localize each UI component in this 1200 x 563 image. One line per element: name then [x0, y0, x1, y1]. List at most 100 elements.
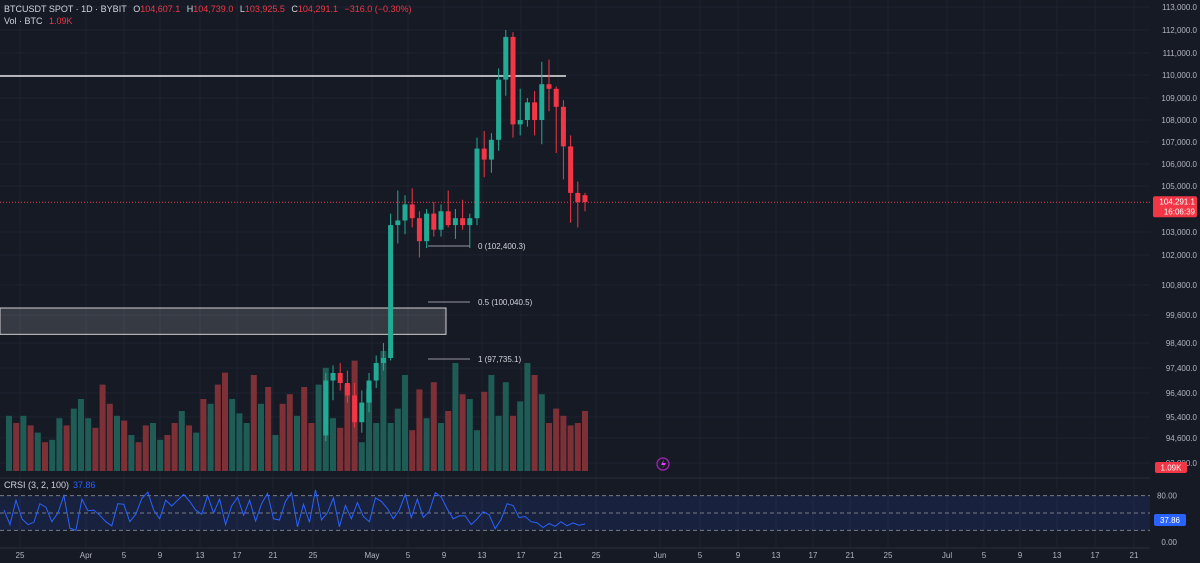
volume-bar	[78, 399, 84, 471]
volume-bar	[258, 403, 264, 471]
candle-body	[416, 218, 422, 242]
fib-label: 0.5 (100,040.5)	[478, 298, 533, 307]
volume-bar	[92, 427, 99, 471]
volume-bar	[466, 399, 473, 471]
volume-bar	[49, 439, 56, 471]
volume-bar	[106, 403, 113, 471]
high-label: H	[186, 4, 194, 14]
price-tick: 97,400.0	[1166, 364, 1198, 373]
price-tick: 108,000.0	[1161, 116, 1197, 125]
candle	[395, 190, 401, 244]
volume-bar	[114, 415, 120, 471]
volume-bar	[409, 430, 416, 471]
volume-bar	[279, 403, 286, 471]
candle-body	[344, 383, 350, 396]
candle	[445, 190, 451, 228]
last-price-label: 104,291.1	[1159, 197, 1195, 206]
time-label: 25	[592, 551, 601, 560]
volume-bar	[445, 411, 452, 471]
volume-bar	[70, 408, 77, 471]
time-label: 13	[478, 551, 487, 560]
candle	[359, 390, 365, 433]
change-value: −316.0 (−0.30%)	[344, 4, 412, 14]
volume-bar	[546, 423, 552, 471]
volume-bar	[510, 415, 516, 471]
price-tick: 107,000.0	[1161, 138, 1197, 147]
symbol-header[interactable]: BTCUSDT SPOT · 1D · BYBIT O104,607.1 H10…	[4, 4, 416, 14]
price-tick: 102,000.0	[1161, 251, 1197, 260]
volume-bar	[582, 411, 588, 471]
volume-bar	[222, 372, 228, 471]
crsi-pane[interactable]	[0, 489, 1150, 532]
time-label: 21	[269, 551, 278, 560]
candle	[402, 195, 408, 235]
time-label: Apr	[80, 551, 93, 560]
volume-bar	[366, 389, 372, 471]
volume-bar	[344, 384, 351, 471]
time-label: Jun	[654, 551, 667, 560]
drawings[interactable]: 0 (102,400.3) 0.5 (100,040.5) 1 (97,735.1)	[0, 75, 1150, 471]
fib-label: 1 (97,735.1)	[478, 355, 521, 364]
crsi-tick: 80.00	[1157, 492, 1178, 501]
volume-bar	[416, 389, 423, 471]
volume-bar	[128, 435, 135, 471]
time-axis[interactable]: 25 Apr 5 9 13 17 21 25 May 5 9 13 17 21 25 Jun 5 9 13 17 21 2…	[0, 547, 1150, 560]
time-label: 17	[809, 551, 818, 560]
candle-body	[510, 36, 516, 125]
volume-bar	[502, 382, 509, 471]
candle	[388, 213, 394, 361]
candle-body	[366, 380, 372, 403]
time-label: 17	[233, 551, 242, 560]
candle-body	[467, 218, 473, 226]
time-label: 5	[406, 551, 411, 560]
time-label: 17	[1091, 551, 1100, 560]
candle-body	[388, 225, 394, 358]
crsi-value: 37.86	[73, 480, 96, 490]
candle-body	[352, 395, 358, 423]
volume-bar	[394, 408, 401, 471]
time-label: Jul	[942, 551, 952, 560]
time-label: 17	[517, 551, 526, 560]
volume-header[interactable]: Vol · BTC 1.09K	[4, 16, 77, 26]
candle	[344, 370, 350, 403]
time-label: 9	[442, 551, 447, 560]
crsi-header[interactable]: CRSI (3, 2, 100) 37.86	[4, 480, 96, 490]
price-tick: 105,000.0	[1161, 182, 1197, 191]
time-label: 25	[884, 551, 893, 560]
volume-bar	[27, 425, 34, 471]
candle-body	[481, 148, 487, 160]
candle	[488, 133, 494, 173]
candle	[438, 204, 444, 237]
candle	[366, 373, 372, 413]
time-label: 5	[982, 551, 987, 560]
candle-body	[402, 204, 408, 221]
price-axis[interactable]: 113,000.0 112,000.0 111,000.0 110,000.0 109,…	[1150, 0, 1200, 563]
candle-body	[452, 218, 458, 226]
fib-label: 0 (102,400.3)	[478, 242, 526, 251]
volume-bar	[20, 415, 27, 471]
candle-body	[575, 192, 581, 203]
volume-bars	[6, 351, 588, 471]
crsi-value-label: 37.86	[1160, 516, 1181, 525]
candle-body	[488, 139, 494, 160]
open-value: 104,607.1	[140, 4, 181, 14]
candles[interactable]	[323, 30, 588, 442]
candle	[373, 355, 379, 388]
volume-bar	[380, 351, 387, 471]
volume-bar	[214, 384, 221, 471]
volume-bar	[560, 415, 567, 471]
volume-bar	[423, 418, 430, 471]
candle-body	[546, 84, 552, 89]
volume-bar	[236, 413, 243, 471]
symbol-name[interactable]: BTCUSDT SPOT · 1D · BYBIT	[4, 4, 127, 14]
price-tick: 98,400.0	[1166, 339, 1198, 348]
candle	[575, 181, 581, 228]
candle-body	[424, 213, 430, 242]
candle	[560, 100, 566, 180]
time-label: 21	[1130, 551, 1139, 560]
candle-body	[431, 213, 437, 230]
candle	[352, 383, 358, 428]
volume-bar	[121, 420, 128, 471]
price-tick: 103,000.0	[1161, 228, 1197, 237]
